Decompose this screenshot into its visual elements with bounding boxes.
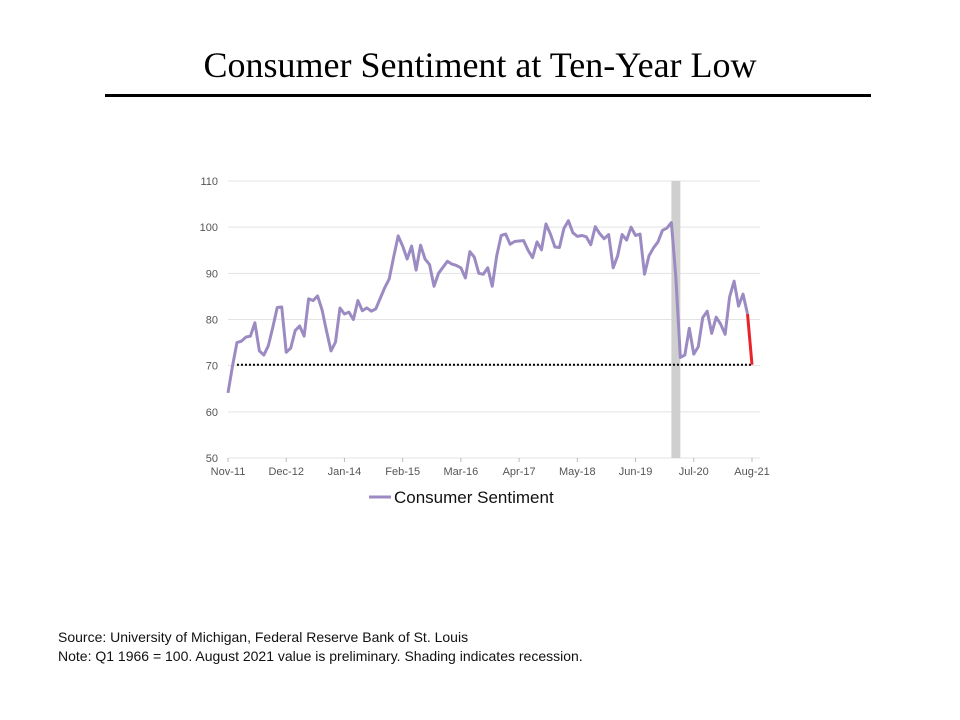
y-tick-label: 100 xyxy=(200,222,218,234)
x-tick-label: Dec-12 xyxy=(268,466,303,478)
y-axis-ticks: 110 100 90 80 70 60 50 xyxy=(200,176,218,465)
x-tick-label: Mar-16 xyxy=(443,466,478,478)
legend: Consumer Sentiment xyxy=(369,488,554,507)
methodology-note: Note: Q1 1966 = 100. August 2021 value i… xyxy=(58,648,583,664)
series-line-consumer-sentiment xyxy=(226,219,749,394)
y-tick-label: 110 xyxy=(200,176,218,188)
recession-shading-layer xyxy=(671,181,681,458)
series-layer xyxy=(226,219,754,394)
x-tick-label: Nov-11 xyxy=(211,466,246,478)
y-tick-label: 70 xyxy=(206,361,218,373)
slide-title: Consumer Sentiment at Ten-Year Low xyxy=(203,45,757,85)
y-tick-label: 80 xyxy=(206,315,218,327)
x-tick-label: May-18 xyxy=(559,466,596,478)
x-tick-label: Jun-19 xyxy=(619,466,653,478)
y-tick-label: 50 xyxy=(206,453,218,465)
source-note: Source: University of Michigan, Federal … xyxy=(58,629,469,645)
y-tick-label: 60 xyxy=(206,407,218,419)
latest-change-segment xyxy=(746,313,754,365)
recession-shading xyxy=(671,181,681,458)
x-tick-label: Feb-15 xyxy=(385,466,420,478)
x-tick-label: Jul-20 xyxy=(679,466,709,478)
footnotes: Source: University of Michigan, Federal … xyxy=(58,628,583,666)
title-underline xyxy=(105,94,871,97)
y-tick-label: 90 xyxy=(206,268,218,280)
x-tick-label: Apr-17 xyxy=(503,466,536,478)
x-axis-ticks: Nov-11 Dec-12 Jan-14 Feb-15 Mar-16 Apr-17 May-… xyxy=(211,458,770,478)
x-tick-label: Jan-14 xyxy=(328,466,362,478)
x-tick-label: Aug-21 xyxy=(734,466,769,478)
legend-label: Consumer Sentiment xyxy=(394,488,554,507)
